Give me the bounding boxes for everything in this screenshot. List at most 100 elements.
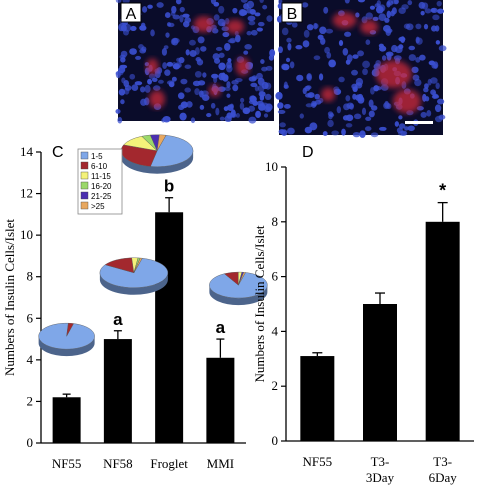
nucleus <box>423 23 429 30</box>
nucleus <box>426 110 432 117</box>
nucleus <box>221 22 226 27</box>
y-tick-label: 14 <box>20 144 34 159</box>
nucleus <box>226 93 231 98</box>
significance-label: a <box>216 318 226 337</box>
nucleus <box>261 81 269 90</box>
nucleus <box>189 39 196 46</box>
x-tick-label: T3- <box>371 454 390 469</box>
nucleus <box>148 73 156 80</box>
nucleus <box>194 70 202 78</box>
nucleus <box>398 115 403 120</box>
nucleus <box>438 45 447 52</box>
panel-a-label: A <box>126 6 137 23</box>
nucleus <box>164 69 171 76</box>
nucleus <box>398 123 406 129</box>
nucleus <box>432 14 440 21</box>
nucleus <box>398 44 404 50</box>
nucleus <box>341 128 346 136</box>
nucleus <box>309 122 318 131</box>
nucleus <box>383 102 391 110</box>
nucleus <box>424 96 430 102</box>
x-tick-label: NF55 <box>303 454 333 469</box>
nucleus <box>166 61 174 67</box>
nucleus <box>197 80 206 86</box>
insulin-stain-spot <box>360 20 379 34</box>
bar-nf55 <box>52 397 81 443</box>
nucleus <box>301 2 309 8</box>
nucleus <box>227 39 236 44</box>
nucleus <box>404 126 409 131</box>
nucleus <box>142 6 148 13</box>
nucleus <box>355 12 360 18</box>
nucleus <box>359 130 366 138</box>
nucleus <box>338 76 345 83</box>
nucleus <box>289 61 295 69</box>
pie-side <box>38 336 95 357</box>
nucleus <box>259 0 264 3</box>
y-tick-label: 0 <box>272 433 279 448</box>
micrograph-a-insulin-stain <box>146 16 250 109</box>
nucleus <box>283 103 291 109</box>
nucleus <box>115 0 122 3</box>
nucleus <box>398 7 406 14</box>
nucleus <box>175 0 182 5</box>
insulin-stain-spot <box>193 16 214 33</box>
y-tick-label: 10 <box>20 227 33 242</box>
nucleus <box>296 74 304 82</box>
nucleus <box>138 44 144 50</box>
legend-label: 6-10 <box>91 162 108 171</box>
nucleus <box>180 78 188 85</box>
nucleus <box>240 0 248 3</box>
nucleus <box>139 25 147 31</box>
nucleus <box>131 84 139 91</box>
nucleus <box>254 85 259 92</box>
pie-nf55 <box>38 322 95 357</box>
nucleus <box>376 0 381 8</box>
legend-swatch <box>80 201 89 210</box>
nucleus <box>281 27 289 36</box>
nucleus <box>161 47 168 56</box>
nucleus <box>372 16 379 21</box>
chart-c-x-tick-labels: NF55 NF58 Froglet MMI <box>52 456 234 471</box>
nucleus <box>285 57 291 63</box>
legend-label: 11-15 <box>91 172 111 181</box>
nucleus <box>119 64 128 69</box>
nucleus <box>369 5 376 10</box>
chart-c: C Numbers of Insulin Cells/Islet 0 2 4 6 8 10… <box>2 134 268 471</box>
nucleus <box>408 45 416 51</box>
insulin-stain-spot <box>375 60 412 89</box>
nucleus <box>322 131 328 136</box>
chart-c-pies <box>38 134 268 357</box>
nucleus <box>185 49 190 56</box>
nucleus <box>434 104 442 113</box>
nucleus <box>361 107 367 116</box>
nucleus <box>197 36 205 44</box>
insulin-stain-spot <box>235 57 250 76</box>
pie-slice-25 <box>238 272 246 286</box>
panel-d-label: D <box>302 144 314 161</box>
nucleus <box>184 87 191 93</box>
nucleus <box>120 57 126 63</box>
nucleus <box>423 87 429 93</box>
chart-d-bars: * <box>300 181 460 441</box>
x-tick-label: NF55 <box>52 456 82 471</box>
nucleus <box>221 72 226 81</box>
nucleus <box>244 44 252 50</box>
nucleus <box>327 119 334 128</box>
nucleus <box>179 112 187 121</box>
pie-slice-1-5 <box>150 135 194 167</box>
nucleus <box>412 74 420 81</box>
nucleus <box>172 14 180 20</box>
nucleus <box>419 54 426 61</box>
nucleus <box>357 0 366 3</box>
nucleus <box>225 64 233 73</box>
nucleus <box>314 93 321 100</box>
significance-label: a <box>113 310 123 329</box>
insulin-stain-spot <box>392 89 421 114</box>
nucleus <box>161 118 166 123</box>
nucleus <box>224 43 231 51</box>
nucleus <box>219 116 225 121</box>
pie-side <box>121 150 194 174</box>
